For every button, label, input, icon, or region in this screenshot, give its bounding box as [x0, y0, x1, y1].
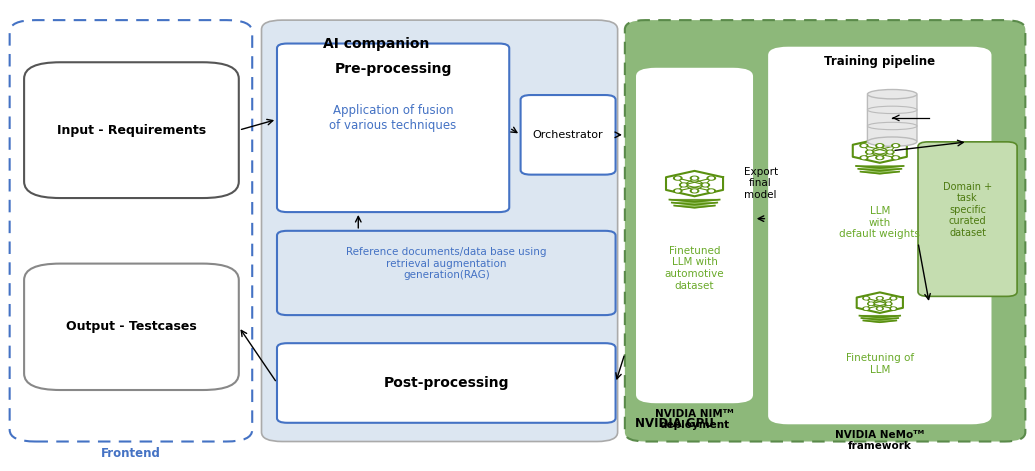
Circle shape — [692, 177, 697, 179]
Text: Export
final
model: Export final model — [743, 167, 777, 200]
Circle shape — [878, 157, 882, 159]
Circle shape — [892, 298, 895, 299]
Ellipse shape — [867, 122, 917, 130]
FancyBboxPatch shape — [262, 20, 618, 441]
Text: Domain +
task
specific
curated
dataset: Domain + task specific curated dataset — [943, 181, 993, 238]
Circle shape — [674, 189, 682, 193]
Circle shape — [860, 156, 868, 160]
FancyBboxPatch shape — [277, 231, 616, 315]
Circle shape — [864, 308, 868, 309]
Polygon shape — [858, 169, 901, 171]
Polygon shape — [863, 320, 896, 322]
FancyBboxPatch shape — [918, 142, 1017, 296]
Circle shape — [692, 190, 697, 192]
Circle shape — [876, 144, 884, 147]
Polygon shape — [666, 171, 723, 196]
Ellipse shape — [867, 137, 917, 146]
Circle shape — [878, 298, 882, 299]
Circle shape — [890, 297, 896, 300]
Text: NVIDIA GPU: NVIDIA GPU — [635, 417, 714, 430]
Text: Orchestrator: Orchestrator — [533, 130, 603, 140]
Circle shape — [893, 157, 897, 159]
FancyBboxPatch shape — [625, 20, 1026, 441]
Circle shape — [892, 308, 895, 309]
Polygon shape — [853, 139, 907, 163]
Circle shape — [676, 190, 680, 192]
Polygon shape — [861, 318, 898, 320]
Circle shape — [892, 144, 899, 147]
Text: Finetuned
LLM with
automotive
dataset: Finetuned LLM with automotive dataset — [664, 246, 724, 291]
Text: Finetuning of
LLM: Finetuning of LLM — [846, 353, 914, 374]
Circle shape — [862, 145, 866, 146]
Circle shape — [886, 150, 894, 154]
Circle shape — [877, 297, 883, 300]
FancyBboxPatch shape — [24, 264, 239, 390]
FancyBboxPatch shape — [521, 95, 616, 175]
Polygon shape — [670, 200, 719, 202]
Text: Reference documents/data base using
retrieval augmentation
generation(RAG): Reference documents/data base using retr… — [346, 247, 546, 280]
Ellipse shape — [867, 89, 917, 99]
Circle shape — [709, 177, 713, 179]
Circle shape — [680, 183, 688, 187]
Circle shape — [863, 297, 869, 300]
Circle shape — [707, 189, 715, 193]
Circle shape — [701, 183, 710, 187]
Circle shape — [865, 150, 874, 154]
Circle shape — [676, 177, 680, 179]
Circle shape — [876, 156, 884, 160]
Text: NVIDIA NIMᵀᴹ
deployment: NVIDIA NIMᵀᴹ deployment — [655, 409, 734, 430]
FancyBboxPatch shape — [635, 67, 753, 404]
Polygon shape — [672, 203, 717, 205]
Text: Input - Requirements: Input - Requirements — [57, 124, 206, 137]
FancyBboxPatch shape — [767, 46, 993, 425]
FancyBboxPatch shape — [9, 20, 253, 441]
Polygon shape — [856, 166, 904, 168]
Text: Pre-processing: Pre-processing — [334, 62, 452, 76]
Circle shape — [703, 184, 707, 186]
Circle shape — [878, 308, 882, 309]
Circle shape — [890, 307, 896, 310]
FancyBboxPatch shape — [867, 94, 917, 142]
Text: Post-processing: Post-processing — [384, 376, 509, 390]
Text: NVIDIA NeMoᵀᴹ
framework: NVIDIA NeMoᵀᴹ framework — [835, 430, 924, 451]
Circle shape — [877, 307, 883, 310]
Circle shape — [878, 145, 882, 146]
Polygon shape — [859, 316, 900, 317]
FancyBboxPatch shape — [24, 62, 239, 198]
Polygon shape — [860, 171, 899, 174]
Text: Training pipeline: Training pipeline — [824, 55, 936, 68]
Polygon shape — [674, 205, 715, 208]
Circle shape — [707, 176, 715, 180]
Text: LLM
with
default weights: LLM with default weights — [839, 206, 920, 239]
Polygon shape — [857, 292, 903, 313]
Circle shape — [863, 307, 869, 310]
Ellipse shape — [867, 106, 917, 114]
Circle shape — [709, 190, 713, 192]
FancyBboxPatch shape — [277, 343, 616, 423]
Circle shape — [864, 298, 868, 299]
Circle shape — [887, 303, 890, 305]
Circle shape — [885, 302, 892, 305]
Text: Frontend: Frontend — [101, 447, 160, 460]
Circle shape — [860, 144, 868, 147]
Circle shape — [682, 184, 686, 186]
Circle shape — [690, 189, 699, 193]
Circle shape — [674, 176, 682, 180]
Circle shape — [893, 145, 897, 146]
Circle shape — [888, 151, 892, 153]
Circle shape — [862, 157, 866, 159]
Circle shape — [869, 303, 873, 305]
Text: AI companion: AI companion — [324, 37, 430, 50]
Text: Output - Testcases: Output - Testcases — [66, 320, 197, 333]
Circle shape — [867, 151, 871, 153]
FancyBboxPatch shape — [277, 43, 509, 212]
Circle shape — [690, 176, 699, 180]
Circle shape — [892, 156, 899, 160]
Circle shape — [867, 302, 875, 305]
Text: Application of fusion
of various techniques: Application of fusion of various techniq… — [329, 105, 456, 132]
